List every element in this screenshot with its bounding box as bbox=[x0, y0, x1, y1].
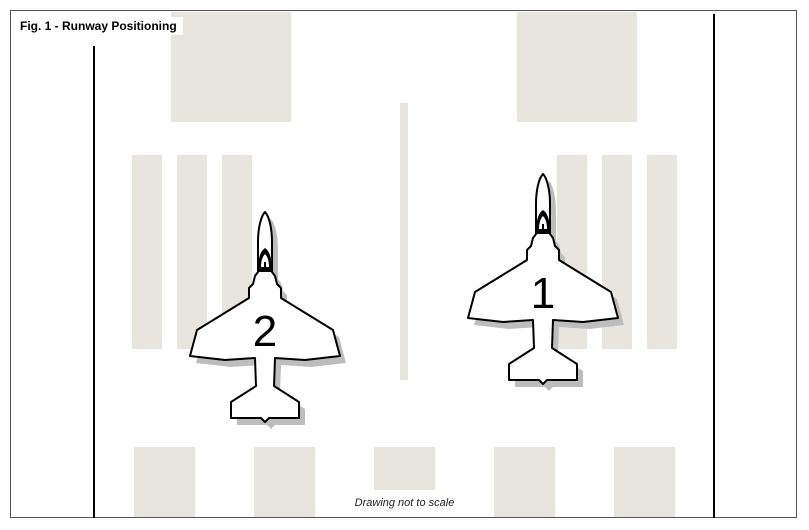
aircraft-2: 2 bbox=[189, 211, 346, 429]
stripe-left-1 bbox=[132, 155, 162, 349]
bottom-block-1 bbox=[134, 447, 195, 517]
aircraft-1-number: 1 bbox=[531, 269, 555, 318]
threshold-block-left bbox=[171, 12, 291, 122]
figure-title: Fig. 1 - Runway Positioning bbox=[20, 17, 183, 35]
aircraft-1: 1 bbox=[467, 173, 624, 391]
threshold-block-right bbox=[517, 12, 637, 122]
stripe-left-2 bbox=[177, 155, 207, 349]
bottom-block-2 bbox=[254, 447, 315, 517]
bottom-block-3 bbox=[374, 447, 435, 490]
bottom-block-4 bbox=[494, 447, 555, 517]
aircraft-2-number: 2 bbox=[253, 307, 277, 356]
bottom-block-5 bbox=[614, 447, 675, 517]
stripe-right-3 bbox=[647, 155, 677, 349]
figure-caption: Drawing not to scale bbox=[354, 497, 455, 509]
centerline bbox=[400, 103, 408, 380]
runway-markings bbox=[132, 12, 677, 517]
